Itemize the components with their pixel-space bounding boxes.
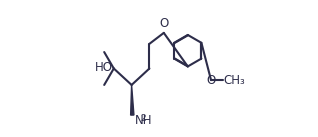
Text: NH: NH: [135, 114, 152, 127]
Text: CH₃: CH₃: [223, 74, 245, 87]
Text: HO: HO: [94, 61, 113, 74]
Polygon shape: [131, 85, 134, 115]
Text: 2: 2: [141, 114, 146, 123]
Text: O: O: [206, 74, 216, 87]
Text: O: O: [159, 18, 169, 30]
